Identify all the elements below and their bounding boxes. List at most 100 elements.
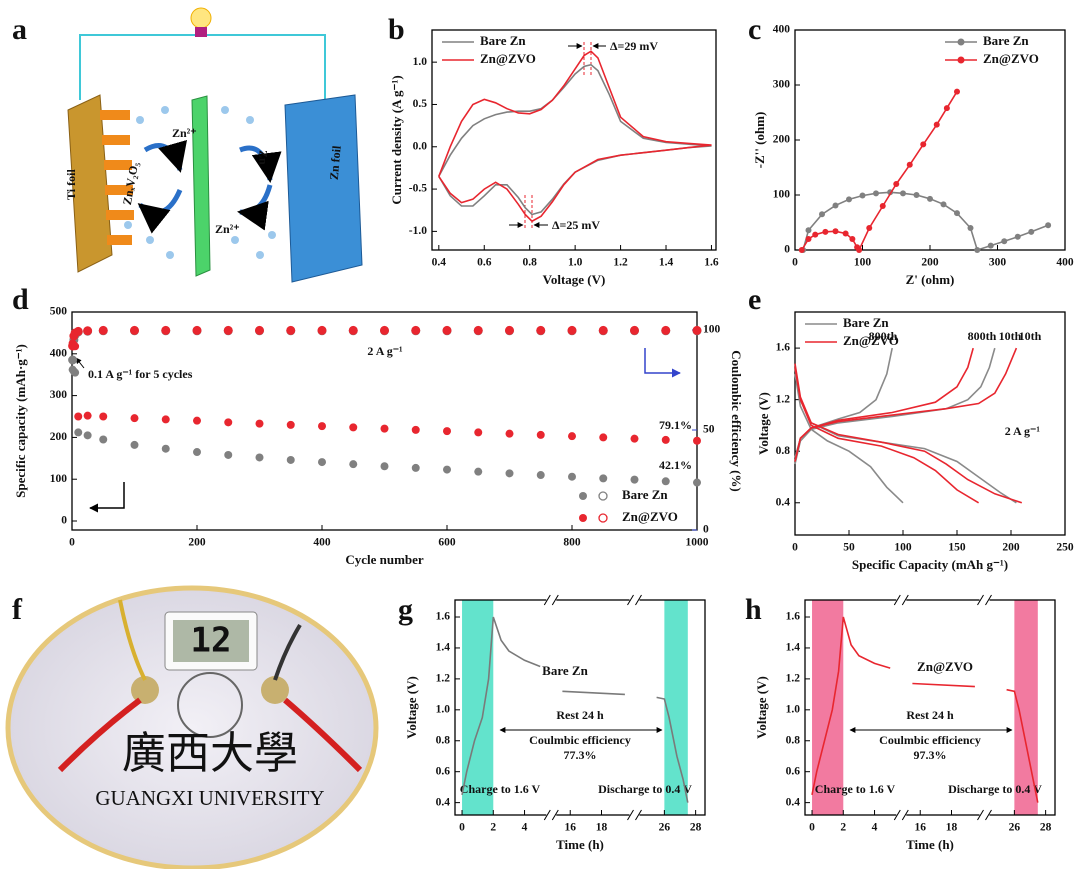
capacity-point xyxy=(255,419,264,428)
y-axis-label: Current density (A g⁻¹) xyxy=(389,75,404,204)
ions xyxy=(124,106,276,259)
axis-break xyxy=(985,809,992,821)
x-tick-label: 26 xyxy=(1009,822,1021,834)
capacity-point xyxy=(661,435,670,444)
panel-label: d xyxy=(12,283,29,316)
shaded-span xyxy=(1014,600,1038,815)
point xyxy=(943,105,950,112)
y-axis-label: -Z'' (ohm) xyxy=(752,112,767,169)
axis-break xyxy=(979,811,990,819)
point xyxy=(1028,228,1035,235)
axis-indicator xyxy=(89,482,125,513)
capacity-point xyxy=(83,411,92,420)
photo: 12 廣西大學 GUANGXI UNIVERSITY f xyxy=(5,585,379,869)
capacity-point xyxy=(224,450,233,459)
capacity-point xyxy=(411,463,420,472)
y-tick-label: 0.6 xyxy=(436,765,451,777)
x-tick-label: 0 xyxy=(459,822,465,834)
arrow xyxy=(143,139,187,173)
annotation: Δ=25 mV xyxy=(552,218,600,232)
point xyxy=(893,181,900,187)
x-tick-label: 1.2 xyxy=(613,257,628,269)
capacity-point xyxy=(286,420,295,429)
efficiency-point xyxy=(223,325,233,335)
point xyxy=(954,88,960,95)
zvo-layers xyxy=(100,110,134,245)
legend-label: Bare Zn xyxy=(983,33,1029,48)
axis-indicator xyxy=(644,348,681,378)
efficiency-point xyxy=(661,325,671,335)
panel-label: b xyxy=(388,13,405,46)
emblem xyxy=(177,672,243,738)
efficiency-point xyxy=(567,325,577,335)
annotation: Charge to 1.6 V xyxy=(460,782,541,796)
x-axis-label: Voltage (V) xyxy=(543,272,606,287)
efficiency-point xyxy=(630,325,639,335)
lcd-text: 12 xyxy=(191,621,232,661)
point xyxy=(856,247,863,253)
capacity-point xyxy=(599,474,608,483)
annotation: 2 A g⁻¹ xyxy=(367,344,403,358)
point xyxy=(954,210,960,217)
legend-label: Zn@ZVO xyxy=(983,51,1039,66)
x-tick-label: 0 xyxy=(809,822,815,834)
series-label: Zn@ZVO xyxy=(917,659,973,674)
efficiency-point xyxy=(536,325,546,335)
point xyxy=(1014,233,1021,240)
annotation: 79.1% xyxy=(659,418,692,432)
x-tick-label: 2 xyxy=(840,822,846,834)
legend-label: Zn@ZVO xyxy=(480,51,536,66)
legend-marker xyxy=(579,492,587,500)
point xyxy=(805,236,812,242)
y-tick-label: 100 xyxy=(773,189,791,201)
x-tick-label: 600 xyxy=(438,537,456,549)
x-axis-label: Cycle number xyxy=(345,552,424,567)
y-tick-label: 0.0 xyxy=(413,140,428,152)
annotation: 0.1 A g⁻¹ for 5 cycles xyxy=(88,367,193,381)
shaded-span xyxy=(664,600,688,815)
x-tick-label: 0 xyxy=(792,542,798,554)
capacity-point xyxy=(380,462,389,471)
y-tick-label: 0.4 xyxy=(436,796,451,808)
legend-marker xyxy=(579,514,587,522)
legend-label: Bare Zn xyxy=(480,33,526,48)
annotation: Charge to 1.6 V xyxy=(815,782,896,796)
annotation: 42.1% xyxy=(659,458,692,472)
annotation: Coulmbic efficiency xyxy=(879,733,981,747)
x-tick-label: 400 xyxy=(313,537,331,549)
x-tick-label: 1.6 xyxy=(704,257,719,269)
shaded-span xyxy=(812,600,844,815)
capacity-point xyxy=(474,467,483,476)
plot-frame xyxy=(431,29,717,251)
photo-text: GUANGXI UNIVERSITY xyxy=(95,786,324,810)
x-tick-label: 200 xyxy=(921,257,939,269)
point xyxy=(967,225,974,231)
y-axis-label: Specific capacity (mAh·g⁻¹) xyxy=(13,344,28,498)
efficiency-point xyxy=(317,325,327,335)
efficiency-point xyxy=(348,325,358,335)
axis-break xyxy=(901,594,909,606)
efficiency-point xyxy=(598,325,608,335)
panel-label: a xyxy=(12,13,27,46)
axis-break xyxy=(546,596,557,604)
y-tick-label: 1.4 xyxy=(436,642,451,654)
efficiency-point xyxy=(68,355,78,365)
legend-label: Zn@ZVO xyxy=(843,333,899,348)
x-axis-label: Time (h) xyxy=(556,837,604,852)
wire xyxy=(118,599,147,681)
point xyxy=(900,190,906,197)
capacity-point xyxy=(161,415,170,424)
y2-axis-label: Coulombic efficiency (%) xyxy=(729,350,744,492)
axis-break xyxy=(546,811,557,819)
axis-break xyxy=(627,594,634,606)
y-tick-label: 0.4 xyxy=(786,796,801,808)
capacity-point xyxy=(71,368,80,377)
x-tick-label: 18 xyxy=(946,822,958,834)
y-tick-label: 1.6 xyxy=(776,342,791,354)
x-tick-label: 800 xyxy=(563,537,581,549)
annotation: Rest 24 h xyxy=(556,708,604,722)
y-tick-label: 0 xyxy=(61,515,67,527)
x-tick-label: 150 xyxy=(948,542,966,554)
x-tick-label: 0.8 xyxy=(523,257,538,269)
